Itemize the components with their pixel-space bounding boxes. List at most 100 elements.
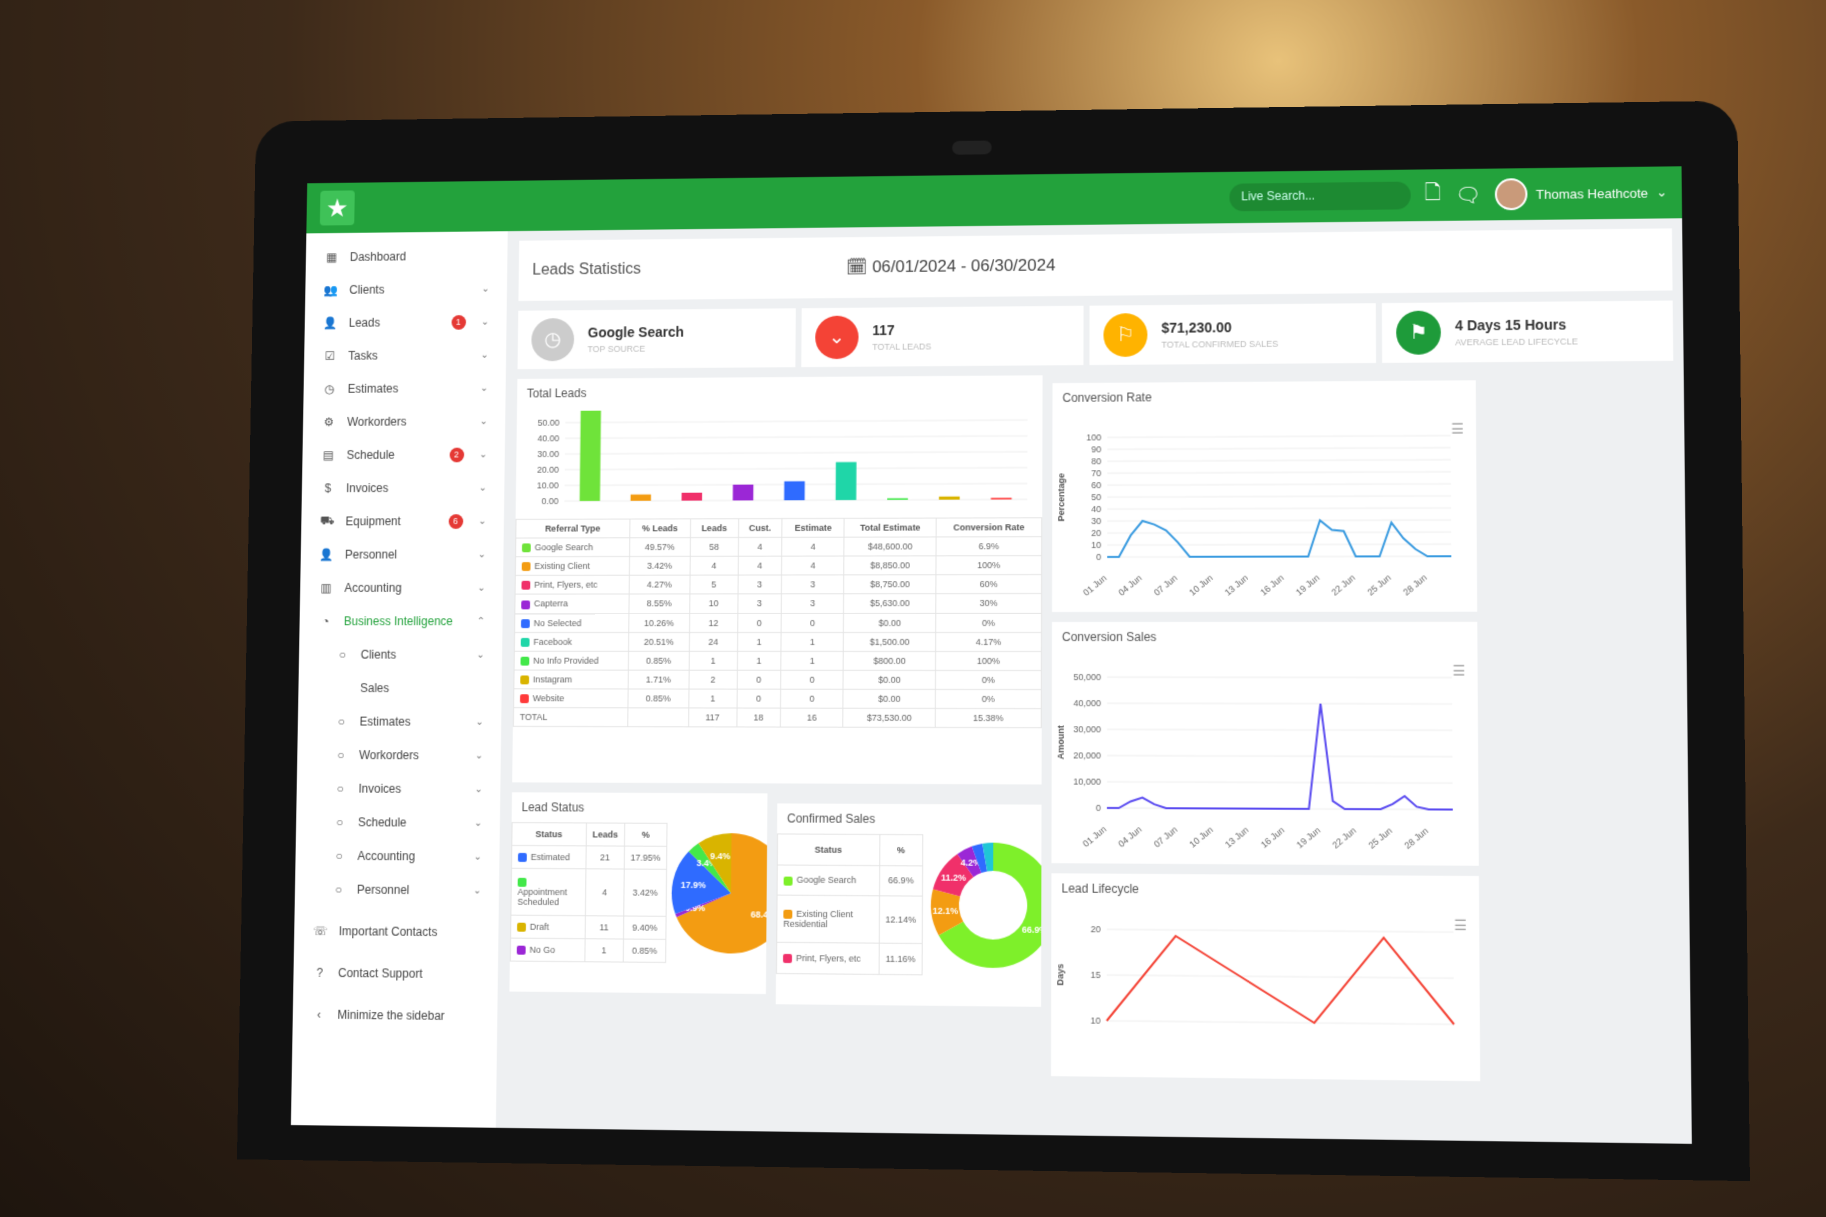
- column-header[interactable]: Cust.: [738, 518, 783, 538]
- notifications-icon[interactable]: 🗋: [1424, 182, 1442, 205]
- table-row: Appointment Scheduled 4 3.42%: [510, 868, 667, 917]
- pie-slice: [957, 846, 982, 878]
- contact-support-link[interactable]: ? Contact Support: [293, 956, 498, 992]
- chevron-down-icon: ⌄: [481, 316, 490, 328]
- x-tick-label: 25 Jun: [1365, 572, 1393, 597]
- sidebar-item-equipment[interactable]: ⛟ Equipment 6 ⌄: [301, 504, 504, 538]
- legend-swatch: [783, 876, 793, 886]
- table-cell: 1: [737, 632, 782, 652]
- column-header[interactable]: Leads: [585, 822, 625, 846]
- sidebar-item-schedule[interactable]: ▤ Schedule 2 ⌄: [302, 438, 505, 472]
- sidebar-subitem-personnel[interactable]: ○ Personnel ⌄: [295, 872, 500, 907]
- table-cell: 17.95%: [623, 845, 668, 870]
- x-tick-label: 19 Jun: [1294, 572, 1322, 597]
- flag-icon: ⚑: [1396, 310, 1441, 355]
- gridline: [1107, 460, 1450, 462]
- column-header[interactable]: Estimate: [781, 518, 845, 538]
- table-cell: 4: [689, 556, 738, 576]
- legend-swatch: [521, 600, 531, 609]
- table-total-row: TOTAL 117 18 16 $73,530.00 15.38%: [513, 707, 1042, 728]
- pie-slice: [688, 843, 732, 894]
- webcam: [952, 140, 992, 155]
- circle-icon: ○: [334, 882, 343, 897]
- column-header[interactable]: %: [879, 834, 923, 866]
- date-range-picker[interactable]: 🗓 06/01/2024 - 06/30/2024: [846, 255, 1056, 277]
- cell-text: Capterra: [533, 598, 569, 609]
- sidebar-item-label: Accounting: [344, 580, 402, 595]
- sidebar-subitem-accounting[interactable]: ○ Accounting ⌄: [295, 839, 499, 874]
- avatar: [1495, 178, 1528, 211]
- sidebar-item-personnel[interactable]: 👤 Personnel ⌄: [300, 538, 503, 572]
- chevron-down-icon: ⌄: [477, 582, 486, 594]
- minimize-link[interactable]: ‹ Minimize the sidebar: [293, 997, 498, 1033]
- table-cell: 11: [584, 915, 624, 939]
- legend-swatch: [783, 910, 793, 920]
- app-logo[interactable]: ★: [319, 190, 355, 226]
- chart-menu-icon[interactable]: ☰: [1453, 916, 1467, 934]
- phone-icon: ☏: [312, 924, 328, 939]
- sidebar-item-estimates[interactable]: ◷ Estimates ⌄: [303, 371, 506, 405]
- table-header: Referral Type% Leads Leads Cust. Estimate To…: [515, 517, 1042, 539]
- table-row: Instagram 1.71% 2 0 0 $0.00 0%: [513, 669, 1042, 690]
- sidebar-item-label: Equipment: [345, 514, 401, 529]
- sidebar-subitem-estimates[interactable]: ○ Estimates ⌄: [298, 705, 502, 739]
- table-cell: $0.00: [843, 670, 936, 690]
- sidebar-item-tasks[interactable]: ☑ Tasks ⌄: [304, 338, 506, 373]
- series-line: [1107, 935, 1454, 1024]
- sidebar-item-label: Clients: [360, 647, 397, 662]
- table-cell: $1,500.00: [843, 632, 936, 652]
- table-cell: 66.9%: [879, 865, 923, 897]
- table-cell: 4: [737, 556, 782, 576]
- table-cell: 4.27%: [628, 575, 690, 595]
- y-tick-label: 70: [1091, 468, 1101, 478]
- sidebar-item-clients[interactable]: 👥 Clients ⌄: [305, 272, 507, 307]
- gridline: [565, 420, 1027, 423]
- important-contacts-link[interactable]: ☏ Important Contacts: [294, 914, 499, 949]
- gridline: [1107, 508, 1451, 509]
- sidebar-item-workorders[interactable]: ⚙ Workorders ⌄: [303, 404, 506, 438]
- column-header[interactable]: Status: [777, 833, 880, 866]
- y-tick-label: 20: [1091, 528, 1101, 538]
- sidebar-item-invoices[interactable]: $ Invoices ⌄: [302, 471, 505, 505]
- chart-menu-icon[interactable]: ☰: [1452, 662, 1466, 679]
- sidebar-item-business-intelligence[interactable]: ◔ Business Intelligence ⌃: [299, 604, 502, 637]
- column-header[interactable]: Conversion Rate: [936, 517, 1042, 537]
- sidebar-subitem-clients[interactable]: ○ Clients ⌄: [299, 638, 503, 672]
- column-header[interactable]: Leads: [690, 518, 739, 538]
- chevrons-down-icon: ⌄: [815, 315, 859, 360]
- kpi-value: 4 Days 15 Hours: [1455, 316, 1567, 334]
- sidebar-item-leads[interactable]: 👤 Leads 1 ⌄: [305, 305, 507, 340]
- sidebar-item-dashboard[interactable]: ▦ Dashboard: [306, 239, 508, 274]
- table-cell: $800.00: [843, 651, 936, 671]
- y-tick-label: 10,000: [1073, 776, 1101, 786]
- kpi-value: $71,230.00: [1161, 319, 1232, 336]
- chart-menu-icon[interactable]: ☰: [1450, 420, 1464, 437]
- link-label: Contact Support: [337, 966, 423, 981]
- live-search-input[interactable]: Live Search...: [1229, 181, 1411, 212]
- column-header[interactable]: %: [624, 823, 668, 847]
- x-tick-label: 07 Jun: [1152, 573, 1179, 598]
- sidebar-subitem-sales[interactable]: Sales: [298, 671, 502, 705]
- card-title: Confirmed Sales: [787, 811, 876, 826]
- table-cell: 100%: [935, 651, 1042, 671]
- bar-no-selected: [784, 481, 805, 501]
- table-cell: No Go: [510, 938, 585, 962]
- sidebar-subitem-invoices[interactable]: ○ Invoices ⌄: [296, 772, 500, 806]
- sidebar-item-label: Tasks: [348, 348, 378, 363]
- slice-label: 4.2%: [961, 857, 982, 867]
- legend-swatch: [520, 618, 530, 628]
- column-header[interactable]: Referral Type: [515, 519, 630, 539]
- sidebar-subitem-schedule[interactable]: ○ Schedule ⌄: [296, 805, 500, 840]
- column-header[interactable]: Total Estimate: [844, 518, 937, 538]
- chat-icon[interactable]: 🗨: [1455, 184, 1481, 207]
- sidebar-subitem-workorders[interactable]: ○ Workorders ⌄: [297, 738, 501, 772]
- column-header[interactable]: % Leads: [629, 518, 691, 538]
- kpi-card: ◷ Google Search Top Source: [517, 308, 796, 370]
- table-row: No Info Provided 0.85% 1 1 1 $800.00 100%: [514, 651, 1042, 671]
- user-menu[interactable]: Thomas Heathcote ⌄: [1495, 176, 1668, 211]
- sidebar: ▦ Dashboard 👥 Clients ⌄ 👤 Leads 1 ⌄ ☑ Tasks ⌄ ◷ Estim…: [290, 231, 508, 1128]
- sidebar-item-label: Accounting: [357, 849, 416, 864]
- sidebar-item-accounting[interactable]: ▥ Accounting ⌄: [300, 571, 503, 605]
- column-header[interactable]: Status: [511, 822, 587, 846]
- table-cell: $8,750.00: [844, 574, 936, 595]
